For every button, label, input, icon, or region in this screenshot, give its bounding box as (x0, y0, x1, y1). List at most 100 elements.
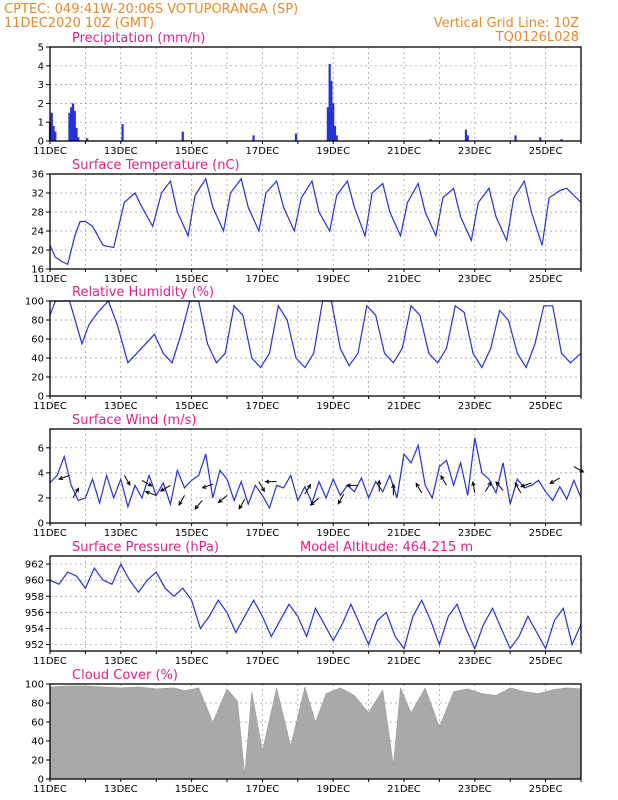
panel-title: Surface Temperature (nC) (72, 158, 240, 173)
wind-arrow-head (144, 490, 150, 495)
panel-wind: 0 2 4 6 11DEC 13DEC 15DEC 17DEC 19DEC 21DEC 23DEC 2… (33, 413, 585, 539)
x-tick-label: 11DEC (33, 784, 67, 795)
wind-arrow (573, 466, 585, 473)
wind-arrow-shaft (310, 497, 320, 506)
precip-bar (50, 112, 53, 141)
wind-arrow (72, 487, 80, 499)
x-tick-label: 21DEC (387, 784, 421, 795)
precip-bar (70, 107, 73, 141)
wind-arrow (238, 498, 246, 510)
precip-bar (75, 127, 78, 141)
wind-arrow (144, 490, 157, 496)
precip-bar (181, 131, 184, 141)
y-tick-label: 28 (31, 208, 44, 219)
wind-arrow-shaft (514, 483, 522, 494)
panel-frame (49, 683, 582, 780)
wind-arrow (471, 480, 476, 494)
y-tick-label: 1 (38, 118, 44, 129)
x-tick-label: 25DEC (529, 274, 563, 285)
precip-bar (326, 107, 329, 141)
wind-arrow (514, 482, 522, 494)
wind-arrow-head (391, 483, 396, 489)
y-tick-label: 4 (38, 61, 44, 72)
wind-arrow (377, 479, 382, 492)
wind-arrow (484, 481, 492, 492)
wind-arrow-shaft (495, 481, 504, 491)
x-tick-label: 15DEC (175, 146, 209, 157)
precip-bar (333, 125, 337, 141)
wind-arrow-head (415, 482, 420, 488)
wind-arrow-head (194, 504, 200, 510)
x-tick-label: 13DEC (104, 784, 138, 795)
y-tick-label: 80 (31, 699, 44, 710)
x-tick-label: 21DEC (387, 656, 421, 667)
wind-arrow (217, 495, 228, 504)
panel-title: Relative Humidity (%) (72, 285, 214, 300)
precip-bar (252, 135, 255, 141)
wind-arrow-head (514, 482, 519, 488)
precip-bar (77, 137, 80, 141)
wind-arrow-shaft (160, 484, 171, 492)
x-tick-label: 15DEC (175, 401, 209, 412)
wind-arrow-shaft (415, 483, 423, 494)
y-tick-label: 80 (31, 316, 44, 327)
wind-arrow-shaft (238, 498, 246, 509)
x-tick-label: 19DEC (316, 528, 350, 539)
precip-bar (429, 139, 432, 141)
x-tick-label: 13DEC (104, 528, 138, 539)
y-tick-label: 20 (31, 756, 44, 767)
wind-arrow-head (471, 480, 476, 487)
panel-frame (49, 555, 582, 652)
wind-arrow (337, 493, 345, 505)
panel-temp: 16 20 24 28 32 36 11DEC 13DEC 15DEC 17DEC 19DEC 21D… (31, 158, 582, 285)
x-tick-label: 21DEC (387, 528, 421, 539)
x-tick-label: 25DEC (529, 146, 563, 157)
wind-arrow-shaft (194, 500, 203, 510)
wind-arrow (264, 479, 277, 484)
x-tick-label: 19DEC (316, 274, 350, 285)
wind-arrow-shaft (337, 493, 345, 504)
wind-arrow-head (487, 481, 492, 487)
wind-arrow-shaft (472, 482, 476, 494)
wind-arrow (495, 481, 504, 491)
y-tick-label: 952 (25, 640, 44, 651)
wind-arrow (520, 482, 532, 488)
panel-frame (49, 428, 582, 524)
x-tick-label: 23DEC (458, 146, 492, 157)
wind-arrow (415, 482, 423, 494)
x-tick-label: 19DEC (316, 656, 350, 667)
temp-series-line (49, 177, 582, 266)
wind-arrow-head (264, 479, 270, 484)
y-tick-label: 0 (38, 519, 44, 530)
panel-annotation: Model Altitude: 464.215 m (300, 540, 473, 555)
x-tick-label: 13DEC (104, 274, 138, 285)
y-tick-label: 32 (31, 189, 44, 200)
x-tick-label: 23DEC (458, 528, 492, 539)
x-tick-label: 17DEC (246, 274, 280, 285)
wind-arrow-head (58, 475, 64, 481)
panel-title: Surface Wind (m/s) (72, 413, 196, 428)
wind-arrow-head (201, 484, 207, 489)
panel-title: Cloud Cover (%) (72, 668, 178, 683)
wind-series-line (49, 437, 582, 510)
wind-arrow-shaft (218, 495, 228, 503)
y-tick-label: 20 (31, 373, 44, 384)
wind-arrow-head (440, 474, 445, 480)
precip-bar (54, 131, 57, 141)
precip-bar (294, 133, 298, 141)
x-tick-label: 13DEC (104, 146, 138, 157)
wind-arrow-head (178, 500, 183, 506)
x-tick-label: 23DEC (458, 274, 492, 285)
x-tick-label: 13DEC (104, 401, 138, 412)
wind-arrow-head (337, 499, 342, 505)
precip-bar (539, 137, 542, 141)
cloud-area (49, 685, 582, 780)
wind-arrow-head (217, 498, 223, 504)
x-tick-label: 19DEC (316, 146, 350, 157)
header-location: CPTEC: 049:41W-20:06S VOTUPORANGA (SP) (4, 2, 298, 17)
wind-arrow-shaft (58, 474, 70, 480)
x-tick-label: 21DEC (387, 274, 421, 285)
y-tick-label: 0 (38, 775, 44, 786)
wind-arrow (178, 495, 185, 506)
